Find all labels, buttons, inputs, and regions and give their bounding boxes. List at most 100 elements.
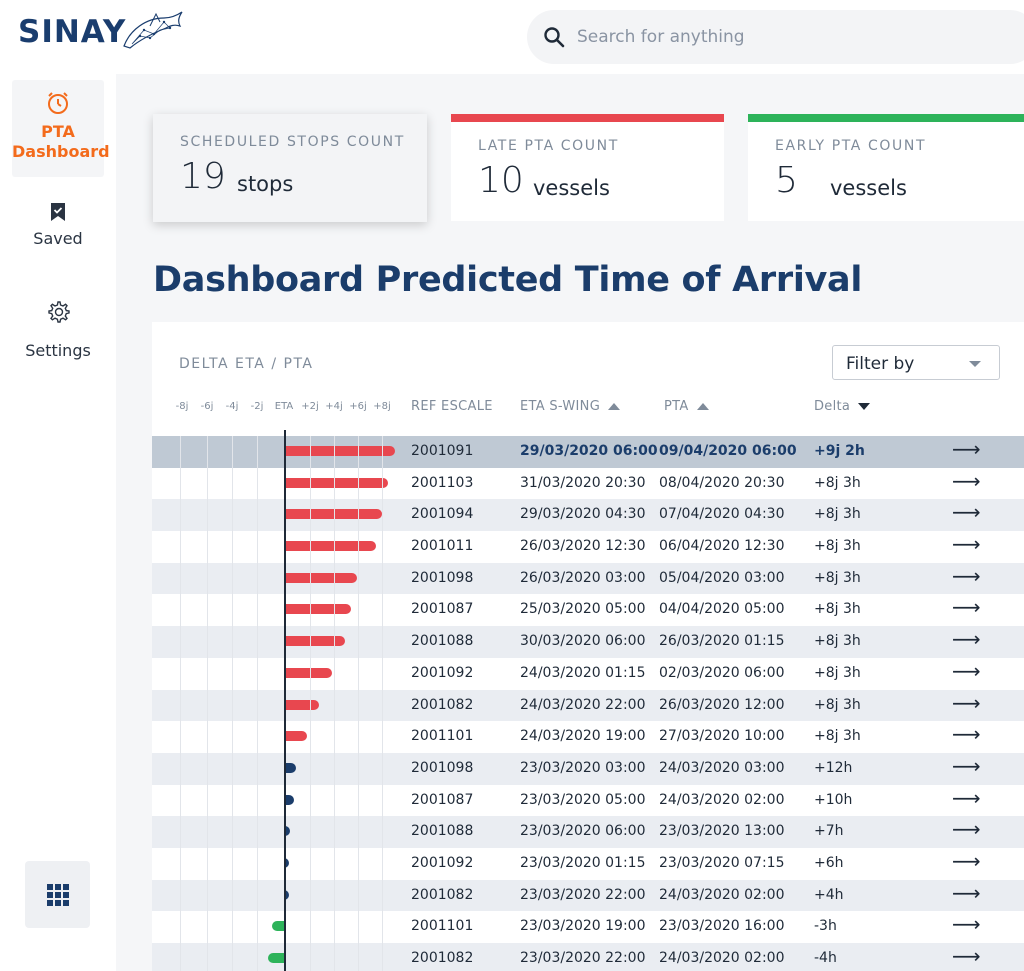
delta-tick: -2j: [250, 401, 264, 412]
cell-delta: +10h: [814, 791, 853, 808]
delta-bar: [284, 477, 388, 488]
cell-pta: 23/03/2020 16:00: [659, 918, 785, 935]
grid-line: [358, 436, 359, 971]
table-row[interactable]: 2001094 29/03/2020 04:30 07/04/2020 04:30 +…: [152, 499, 1024, 532]
cell-pta: 07/04/2020 04:30: [659, 506, 785, 523]
cell-eta: 29/03/2020 06:00: [520, 443, 658, 459]
cell-delta: +7h: [814, 823, 844, 840]
arrow-right-icon[interactable]: ⟶: [952, 724, 981, 747]
grid-icon: [46, 883, 69, 906]
delta-tick: +4j: [325, 401, 343, 412]
arrow-right-icon[interactable]: ⟶: [952, 787, 981, 810]
arrow-right-icon[interactable]: ⟶: [952, 597, 981, 620]
search-bar[interactable]: [527, 10, 1024, 64]
cell-ref: 2001092: [411, 854, 474, 871]
cell-pta: 09/04/2020 06:00: [659, 443, 797, 459]
delta-bar: [284, 699, 320, 710]
delta-bar: [284, 667, 332, 678]
column-header-label: Delta: [814, 399, 851, 414]
arrow-right-icon[interactable]: ⟶: [952, 692, 981, 715]
filter-dropdown[interactable]: Filter by: [832, 345, 1000, 380]
table-row[interactable]: 2001092 24/03/2020 01:15 02/03/2020 06:00 +…: [152, 658, 1024, 690]
late-pta-card[interactable]: LATE PTA COUNT 10 vessels: [451, 114, 724, 221]
arrow-right-icon[interactable]: ⟶: [952, 502, 981, 525]
delta-bar: [271, 921, 284, 932]
arrow-right-icon[interactable]: ⟶: [952, 882, 981, 905]
arrow-right-icon[interactable]: ⟶: [952, 914, 981, 937]
cell-delta: +6h: [814, 854, 844, 871]
early-pta-card[interactable]: EARLY PTA COUNT 5 vessels: [748, 114, 1024, 221]
delta-bar: [284, 636, 345, 647]
arrow-right-icon[interactable]: ⟶: [952, 470, 981, 493]
cell-ref: 2001088: [411, 823, 474, 840]
arrow-right-icon[interactable]: ⟶: [952, 534, 981, 557]
table-row[interactable]: 2001087 23/03/2020 05:00 24/03/2020 02:00 +…: [152, 785, 1024, 817]
table-row[interactable]: 2001101 23/03/2020 19:00 23/03/2020 16:00 -…: [152, 911, 1024, 943]
cell-ref: 2001091: [411, 443, 474, 459]
table-row[interactable]: 2001101 24/03/2020 19:00 27/03/2020 10:00 +…: [152, 721, 1024, 753]
table-row[interactable]: 2001091 29/03/2020 06:00 09/04/2020 06:00 +…: [152, 436, 1024, 468]
sort-asc-icon: [608, 403, 621, 410]
column-header-delta[interactable]: Delta: [814, 399, 871, 414]
cell-delta: +12h: [814, 759, 853, 776]
apps-menu-button[interactable]: [25, 861, 90, 928]
table-row[interactable]: 2001098 26/03/2020 03:00 05/04/2020 03:00 +…: [152, 562, 1024, 595]
table-row[interactable]: 2001082 23/03/2020 22:00 24/03/2020 02:00 +…: [152, 879, 1024, 912]
table-row[interactable]: 2001092 23/03/2020 01:15 23/03/2020 07:15 +…: [152, 848, 1024, 880]
arrow-right-icon[interactable]: ⟶: [952, 946, 981, 968]
arrow-right-icon[interactable]: ⟶: [952, 819, 981, 842]
arrow-right-icon[interactable]: ⟶: [952, 439, 981, 461]
table-row[interactable]: 2001088 30/03/2020 06:00 26/03/2020 01:15 +…: [152, 626, 1024, 658]
arrow-right-icon[interactable]: ⟶: [952, 850, 981, 873]
arrow-right-icon[interactable]: ⟶: [952, 629, 981, 652]
eta-zero-line: [284, 430, 286, 971]
cell-eta: 23/03/2020 03:00: [520, 759, 646, 776]
sinay-logo[interactable]: SINAY: [18, 11, 186, 52]
search-input[interactable]: [577, 10, 1017, 64]
dolphin-icon: [123, 11, 183, 49]
sidebar-item-saved[interactable]: Saved: [12, 196, 104, 256]
sidebar-item-pta-dashboard[interactable]: PTA Dashboard: [12, 80, 110, 177]
cell-eta: 23/03/2020 22:00: [520, 886, 646, 903]
cell-eta: 24/03/2020 01:15: [520, 664, 646, 681]
table-row[interactable]: 2001082 23/03/2020 22:00 24/03/2020 02:00 -…: [152, 943, 1024, 971]
cell-delta: +8j 3h: [814, 538, 861, 555]
card-unit: stops: [237, 172, 294, 196]
card-value: 5: [775, 160, 798, 201]
arrow-right-icon[interactable]: ⟶: [952, 565, 981, 588]
table-row[interactable]: 2001011 26/03/2020 12:30 06/04/2020 12:30 +…: [152, 531, 1024, 563]
delta-tick: +8j: [373, 401, 391, 412]
cell-pta: 02/03/2020 06:00: [659, 664, 785, 681]
table-row[interactable]: 2001088 23/03/2020 06:00 23/03/2020 13:00 +…: [152, 816, 1024, 848]
column-header-pta[interactable]: PTA: [664, 399, 709, 414]
delta-tick: +2j: [301, 401, 319, 412]
grid-line: [207, 436, 208, 971]
delta-tick: -4j: [225, 401, 239, 412]
arrow-right-icon[interactable]: ⟶: [952, 660, 981, 683]
card-unit: vessels: [830, 176, 907, 200]
grid-line: [232, 436, 233, 971]
column-header-eta[interactable]: ETA S-WING: [520, 399, 621, 414]
arrow-right-icon[interactable]: ⟶: [952, 755, 981, 778]
cell-pta: 23/03/2020 07:15: [659, 854, 785, 871]
table-row[interactable]: 2001103 31/03/2020 20:30 08/04/2020 20:30 +…: [152, 468, 1024, 500]
delta-bar: [284, 446, 395, 456]
pta-table-panel: DELTA ETA / PTA Filter by -8j -6j -4j -2…: [152, 322, 1024, 971]
table-row[interactable]: 2001098 23/03/2020 03:00 24/03/2020 03:00 +…: [152, 752, 1024, 785]
sort-asc-icon: [696, 403, 709, 410]
cell-eta: 26/03/2020 03:00: [520, 569, 646, 586]
sidebar-item-settings[interactable]: Settings: [12, 299, 104, 369]
delta-tick: ETA: [274, 401, 294, 412]
cell-ref: 2001092: [411, 664, 474, 681]
column-header-label: PTA: [664, 399, 689, 414]
search-icon: [544, 27, 565, 48]
scheduled-stops-card[interactable]: SCHEDULED STOPS COUNT 19 stops: [153, 114, 427, 222]
table-row[interactable]: 2001087 25/03/2020 05:00 04/04/2020 05:00 +…: [152, 594, 1024, 626]
cell-pta: 26/03/2020 01:15: [659, 633, 785, 650]
delta-bar: [284, 731, 308, 742]
cell-delta: +8j 3h: [814, 664, 861, 681]
column-header-ref[interactable]: REF ESCALE: [411, 399, 493, 414]
cell-delta: +9j 2h: [814, 443, 865, 459]
cell-delta: -3h: [814, 918, 837, 935]
table-row[interactable]: 2001082 24/03/2020 22:00 26/03/2020 12:00 +…: [152, 689, 1024, 722]
